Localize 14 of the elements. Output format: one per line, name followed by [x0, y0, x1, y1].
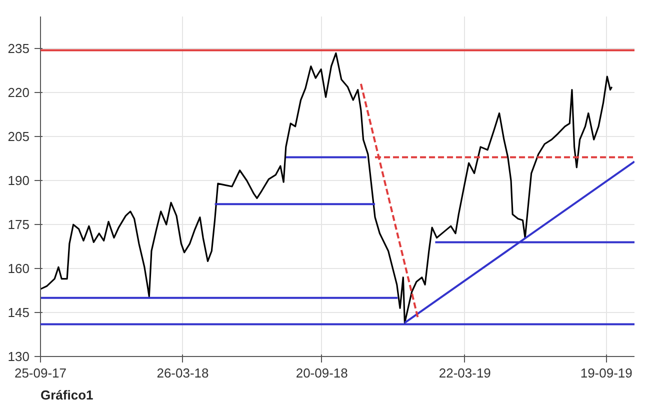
- y-tick-label: 175: [8, 217, 30, 232]
- x-tick-label: 20-09-18: [296, 366, 348, 380]
- y-tick-label: 145: [8, 305, 30, 320]
- x-tick-label: 25-09-17: [14, 366, 67, 380]
- text: Gráfico1: [40, 388, 94, 402]
- y-tick-label: 190: [8, 173, 30, 188]
- x-tick-label: 22-03-19: [438, 366, 491, 380]
- y-tick-label: 130: [8, 349, 30, 364]
- y-tick-label: 160: [8, 261, 30, 276]
- y-tick-label: 220: [8, 85, 30, 100]
- x-tick-label: 19-09-19: [580, 366, 632, 380]
- y-tick-label: 235: [8, 41, 30, 56]
- y-tick-label: 205: [8, 129, 30, 144]
- x-tick-label: 26-03-18: [156, 366, 209, 380]
